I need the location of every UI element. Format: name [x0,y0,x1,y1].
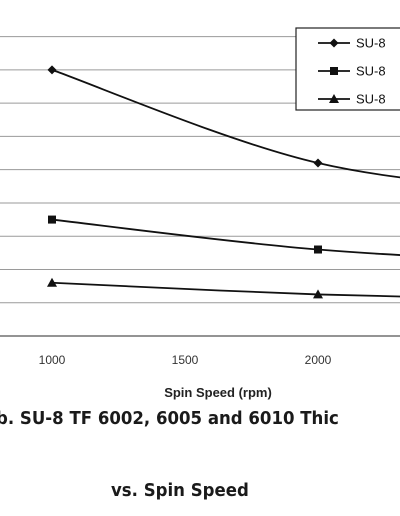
series-3 [47,277,400,299]
x-tick-labels: 100015002000250030003500 [39,353,332,367]
x-tick-label: 2000 [305,353,332,367]
x-axis-label: Spin Speed (rpm) [164,385,272,400]
data-point-square [48,215,56,224]
x-tick-label: 1500 [172,353,199,367]
series-line [51,218,400,256]
figure-caption-line-1: b. SU-8 TF 6002, 6005 and 6010 Thic [0,408,339,429]
legend-entry: SU-8 [356,92,386,107]
data-point-square [314,245,322,254]
data-point-triangle [47,277,57,287]
data-point-diamond [47,65,57,75]
series-line [51,281,400,298]
legend-box [295,27,400,111]
data-point-triangle [313,289,323,299]
data-point-square [330,67,338,75]
legend-entry: SU-8 [356,64,386,79]
data-series [47,65,400,299]
data-point-diamond [329,38,339,48]
series-2 [48,215,400,256]
figure-caption-line-2: vs. Spin Speed [111,480,249,501]
legend: SU-8 SU-8 SU-8 [295,27,400,111]
series-1 [47,65,400,179]
x-tick-label: 1000 [39,353,66,367]
data-point-diamond [313,158,323,168]
data-point-triangle [329,94,339,103]
legend-entry: SU-8 [356,36,386,51]
gridlines [0,36,400,304]
series-line [51,69,400,179]
